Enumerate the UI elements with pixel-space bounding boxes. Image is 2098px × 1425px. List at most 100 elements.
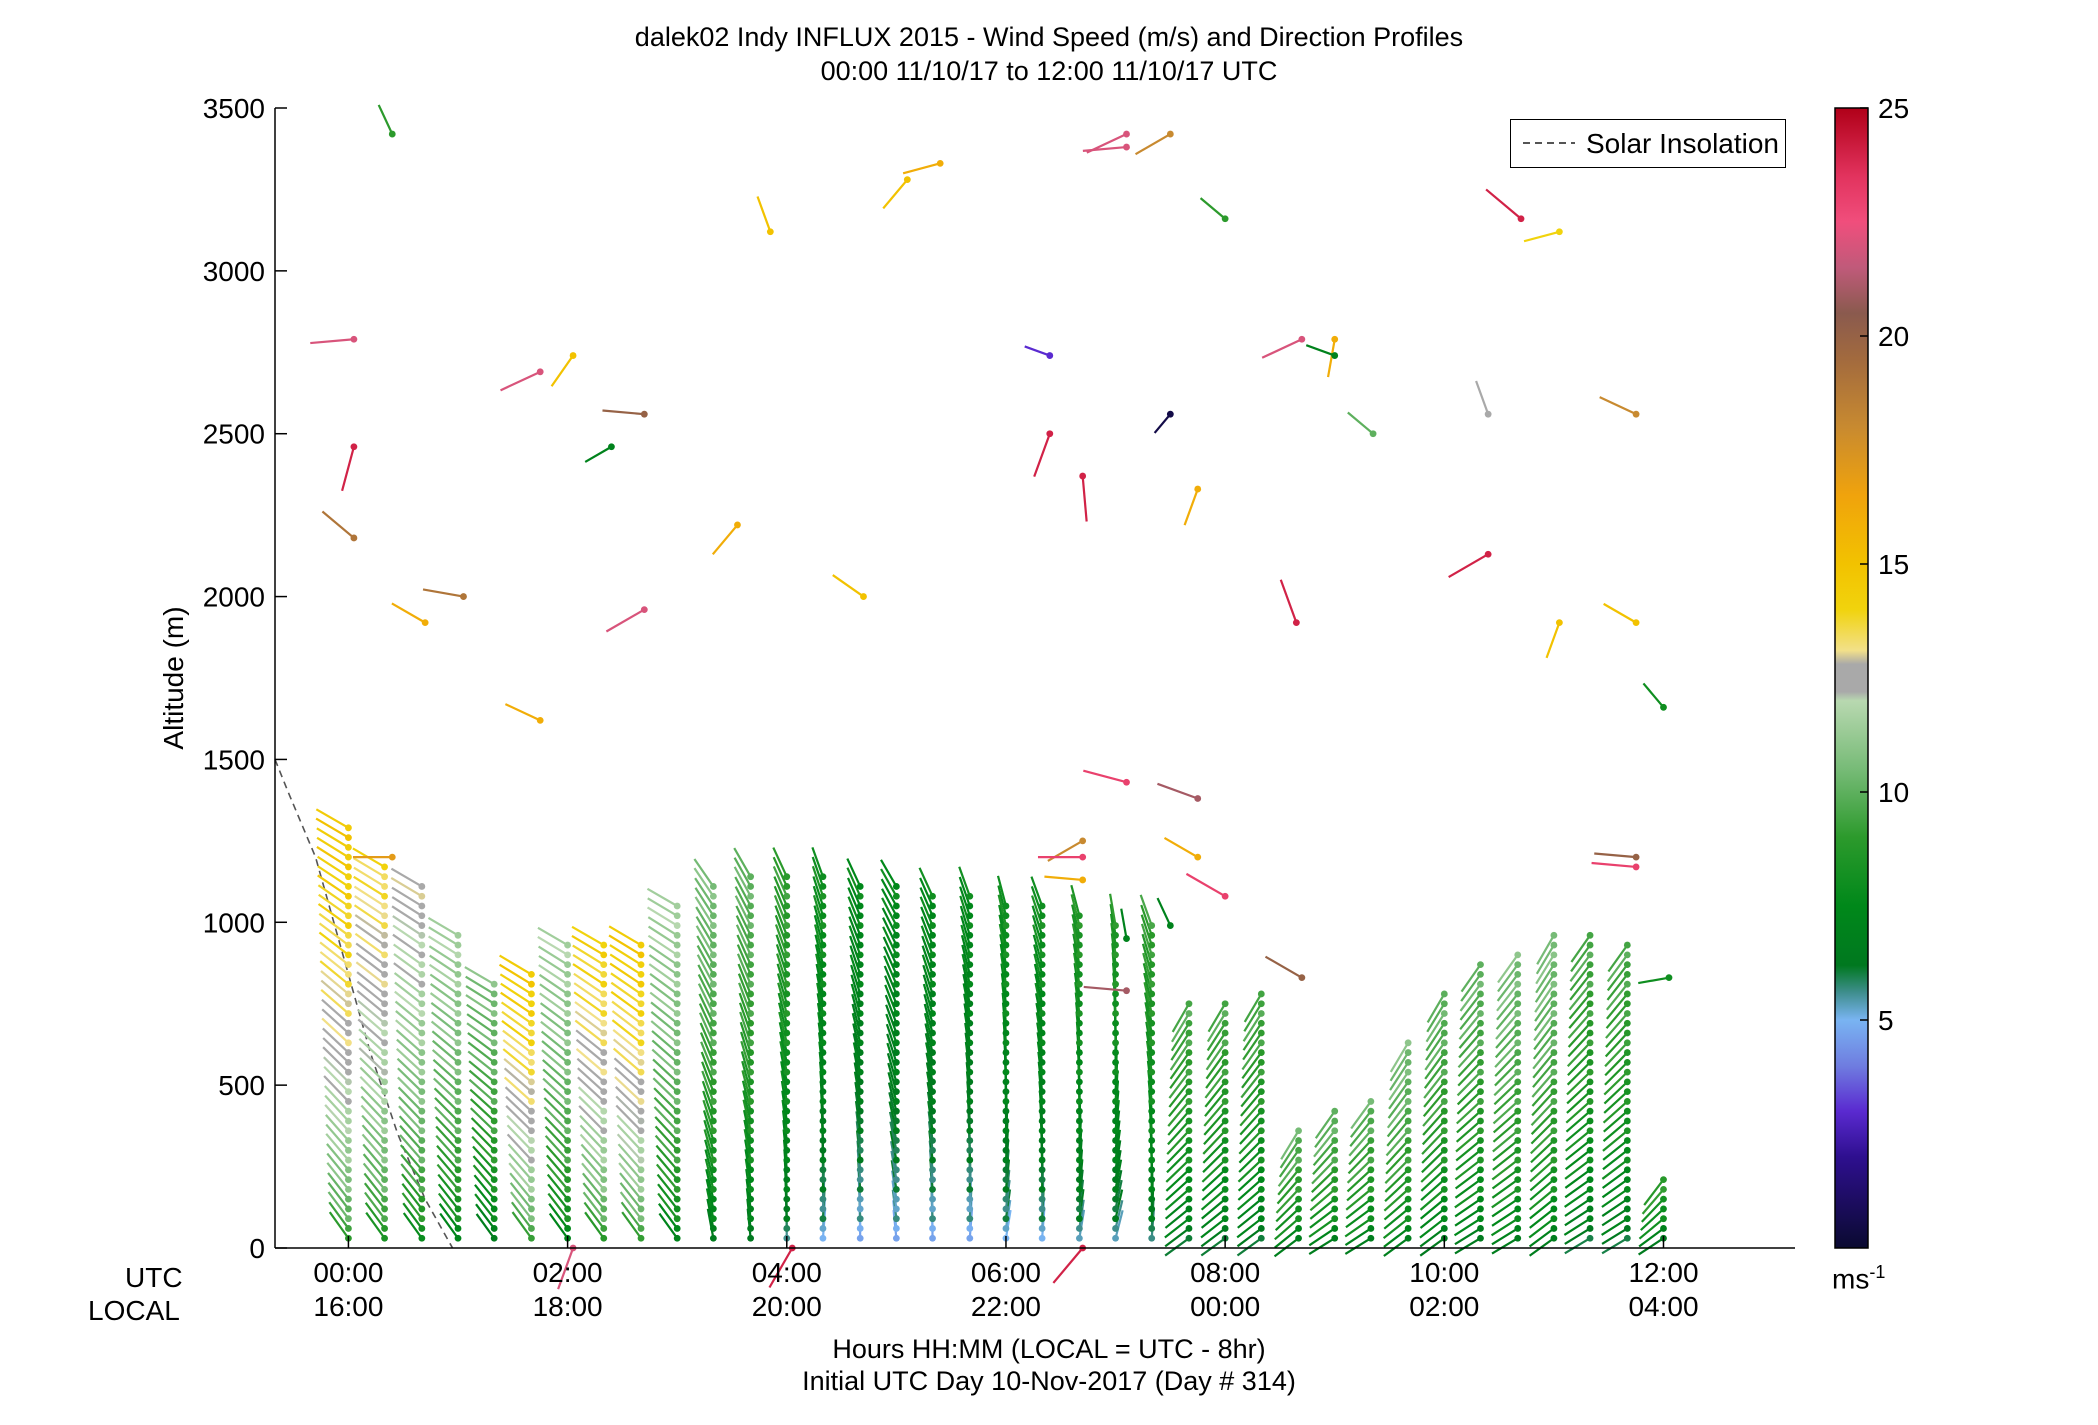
wind-dot — [819, 1000, 827, 1008]
wind-profile-point — [1384, 1156, 1412, 1184]
wind-dot — [1038, 1058, 1046, 1066]
wind-dot — [783, 922, 791, 929]
wind-stick — [433, 1077, 459, 1103]
wind-stick — [1143, 981, 1153, 1014]
wind-profile-point — [697, 974, 717, 1008]
wind-profile-point — [397, 1067, 426, 1096]
wind-profile-point — [615, 1086, 645, 1115]
wind-profile-point — [392, 924, 426, 949]
wind-stick — [1114, 1189, 1124, 1219]
wind-profile-point — [1143, 981, 1156, 1017]
wind-stick — [616, 1114, 642, 1142]
wind-stick — [1143, 992, 1153, 1024]
wind-stick — [743, 1128, 752, 1161]
wind-stick — [360, 1095, 386, 1122]
wind-stick — [1492, 1110, 1519, 1134]
wind-stick — [398, 1115, 423, 1142]
wind-upper-point — [1163, 836, 1202, 861]
wind-dot — [1586, 990, 1594, 998]
wind-dot — [856, 971, 864, 978]
wind-dot — [1112, 1127, 1119, 1135]
wind-dot — [418, 912, 426, 920]
wind-dot — [637, 1234, 645, 1242]
wind-dot — [819, 1234, 827, 1242]
wind-dot — [1038, 1195, 1046, 1203]
wind-stick — [322, 1027, 350, 1054]
wind-stick — [1200, 1237, 1226, 1257]
wind-dot — [1477, 1019, 1484, 1027]
wind-stick — [1493, 1090, 1519, 1115]
wind-dot — [345, 971, 352, 978]
wind-profile-point — [502, 1029, 535, 1056]
wind-profile-point — [396, 1047, 426, 1076]
wind-stick — [537, 935, 569, 956]
wind-dot — [1404, 1166, 1412, 1174]
wind-stick — [575, 1048, 605, 1073]
wind-stick — [773, 885, 788, 917]
wind-profile-point — [882, 926, 900, 959]
wind-dot — [1514, 1058, 1522, 1066]
wind-dot — [1623, 951, 1631, 959]
wind-profile-point — [390, 876, 426, 900]
wind-profile-point — [1641, 1195, 1667, 1223]
wind-profile-point — [398, 1105, 426, 1135]
wind-stick — [1146, 1050, 1153, 1083]
wind-dot — [600, 1098, 608, 1105]
wind-stick — [575, 1038, 605, 1064]
wind-profile-point — [652, 1058, 681, 1086]
wind-dot — [819, 990, 827, 998]
wind-profile-point — [505, 1095, 535, 1125]
wind-stick — [1167, 1120, 1190, 1146]
wind-profile-point — [1170, 1029, 1193, 1061]
wind-profile-point — [401, 1173, 426, 1203]
wind-profile-point — [324, 1094, 352, 1125]
wind-dot — [454, 951, 462, 959]
wind-profile-point — [1565, 1098, 1594, 1124]
wind-profile-point — [1201, 1176, 1229, 1201]
wind-stick — [1114, 1140, 1122, 1171]
wind-profile-point — [854, 1091, 864, 1125]
wind-dot — [1075, 1098, 1083, 1105]
wind-stick — [467, 1050, 495, 1073]
wind-dot — [1046, 430, 1054, 438]
wind-profile-point — [735, 924, 755, 959]
wind-dot — [966, 1058, 974, 1066]
wind-stick — [1385, 1149, 1409, 1175]
wind-dot — [1038, 1176, 1046, 1183]
wind-profile-point — [1167, 1117, 1193, 1146]
wind-dot — [819, 892, 827, 900]
wind-stick — [1532, 1051, 1555, 1079]
wind-profile-point — [1112, 1150, 1122, 1183]
wind-dot — [709, 1117, 717, 1125]
wind-profile-point — [1494, 1039, 1522, 1068]
wind-profile-point — [1386, 1107, 1412, 1138]
wind-dot — [1586, 1039, 1594, 1047]
wind-dot — [1002, 1019, 1010, 1027]
wind-profile-point — [571, 925, 608, 949]
wind-profile-point — [1496, 990, 1522, 1021]
wind-stick — [1142, 952, 1153, 985]
wind-profile-point — [392, 915, 426, 939]
wind-dot — [1440, 1039, 1448, 1047]
wind-stick — [776, 973, 788, 1005]
wind-dot — [673, 1146, 681, 1154]
wind-stick — [736, 953, 752, 985]
wind-dot — [637, 1019, 645, 1027]
wind-dot — [747, 1166, 755, 1174]
wind-profile-point — [393, 972, 426, 998]
wind-dot — [673, 980, 681, 988]
wind-profile-point — [964, 1022, 974, 1056]
wind-dot — [1660, 1185, 1667, 1193]
wind-profile-point — [704, 1149, 717, 1183]
wind-upper-point — [1157, 782, 1202, 802]
wind-dot — [1367, 1234, 1375, 1242]
wind-stick — [649, 982, 678, 1005]
wind-profile-point — [358, 1047, 388, 1076]
wind-dot — [966, 1146, 974, 1154]
wind-dot — [1185, 1098, 1193, 1105]
wind-dot — [1148, 990, 1156, 998]
wind-dot — [1623, 971, 1631, 978]
wind-profile-point — [1455, 1127, 1484, 1153]
wind-dot — [1586, 971, 1594, 978]
wind-stick — [1309, 1208, 1336, 1229]
